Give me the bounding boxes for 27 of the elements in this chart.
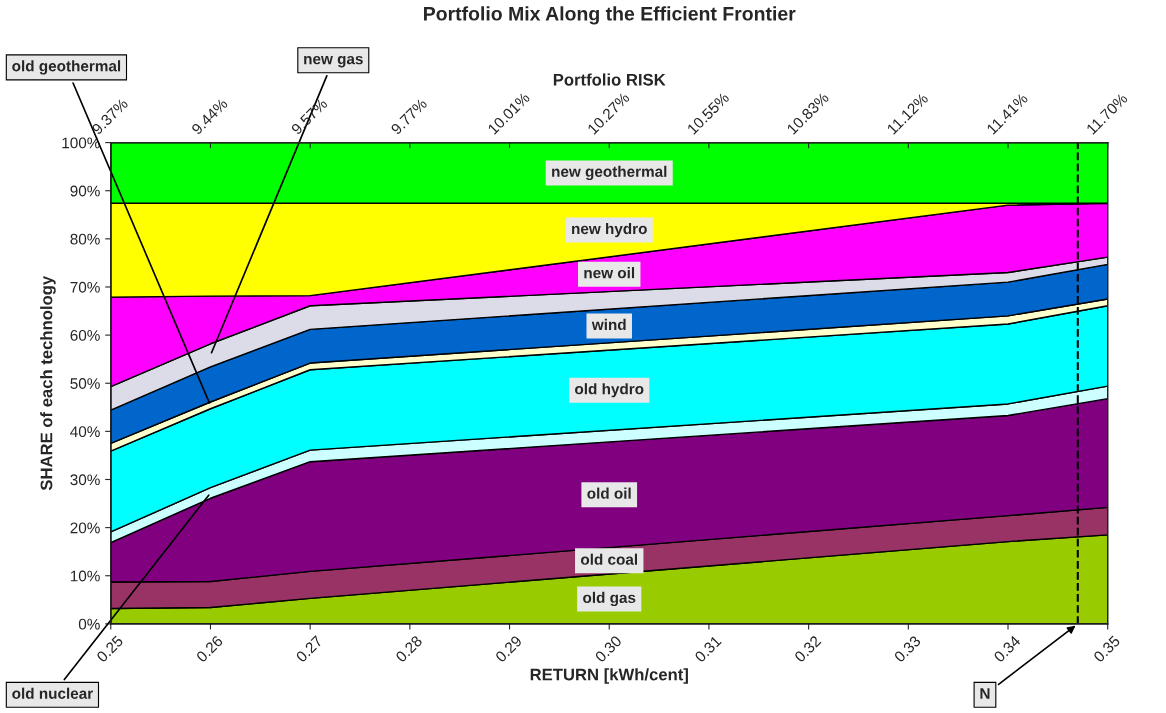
series-label: new oil xyxy=(584,267,635,279)
series-label: old hydro xyxy=(575,383,644,398)
y-tick-label: 90% xyxy=(70,185,100,197)
y-tick-label: 80% xyxy=(70,233,100,245)
y-tick-label: 0% xyxy=(78,618,100,630)
y-tick-label: 10% xyxy=(70,570,100,582)
y-tick-label: 20% xyxy=(70,522,100,534)
chart-title: Portfolio Mix Along the Efficient Frontier xyxy=(424,6,796,25)
y-tick-label: 40% xyxy=(70,426,100,438)
y-tick-label: 30% xyxy=(70,474,100,486)
ref-line-label: N xyxy=(980,688,990,699)
series-label: wind xyxy=(591,318,626,331)
text: old nuclear xyxy=(12,687,93,699)
series-label: new geothermal xyxy=(552,165,667,181)
series-label: old oil xyxy=(587,487,631,499)
x2-axis-title: Portfolio RISK xyxy=(553,73,666,86)
y-tick-label: 70% xyxy=(70,281,100,293)
series-label: old gas xyxy=(583,591,636,607)
series-label: old coal xyxy=(580,553,638,565)
y-tick-label: 60% xyxy=(70,329,100,341)
y-axis-title: SHARE of each technology xyxy=(40,275,56,491)
text: new gas xyxy=(304,55,363,68)
x-tick-label: 0.31 xyxy=(694,635,722,663)
text: old geothermal xyxy=(12,60,121,75)
series-label: new hydro xyxy=(572,222,647,238)
x-axis-title: RETURN [kWh/cent] xyxy=(530,668,688,684)
y-tick-label: 50% xyxy=(70,378,100,389)
